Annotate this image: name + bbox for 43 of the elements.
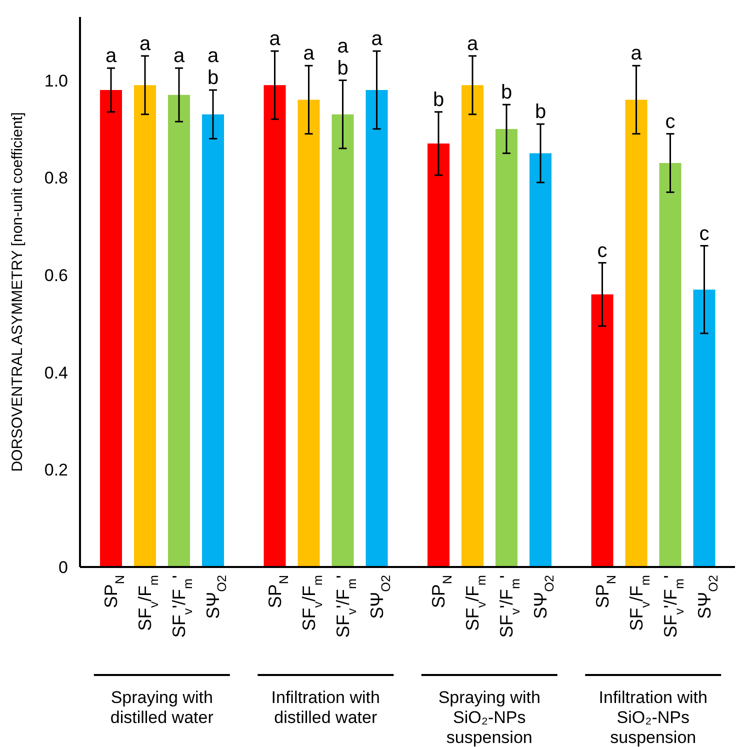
annotation: b xyxy=(534,101,546,124)
annotation: c xyxy=(699,222,710,245)
annotation: a b xyxy=(207,45,220,90)
annotation: a xyxy=(173,45,186,68)
annotation: a xyxy=(269,28,282,50)
annotation: a xyxy=(371,28,384,50)
annotation: b xyxy=(432,88,444,111)
annotation: a xyxy=(303,42,316,65)
x-tick-label: Infiltration with SiO₂-NPs suspension xyxy=(598,688,708,747)
annotation: b xyxy=(500,82,512,104)
annotation: a xyxy=(466,32,479,55)
bar xyxy=(202,114,224,567)
annotation: a xyxy=(630,42,643,65)
bar xyxy=(659,163,682,567)
y-tick-label: 0.6 xyxy=(44,266,68,285)
y-tick-label: 0.2 xyxy=(44,460,68,480)
bar xyxy=(496,128,518,567)
bar xyxy=(366,90,388,567)
bar xyxy=(264,85,286,567)
y-tick-label: 0.8 xyxy=(44,168,68,188)
y-tick-label: 0 xyxy=(58,558,68,577)
bar xyxy=(100,90,122,567)
bar xyxy=(625,100,648,567)
y-axis-title: DORSOVENTRAL ASYMMETRY [non-unit coefficient] xyxy=(9,112,26,472)
bar xyxy=(134,85,156,567)
bar xyxy=(298,100,320,567)
bar xyxy=(428,144,450,567)
x-tick-label: Infiltration with distilled water xyxy=(271,688,380,727)
bar xyxy=(693,290,716,567)
y-tick-label: 1.0 xyxy=(44,71,68,90)
bar xyxy=(591,294,614,567)
annotation: c xyxy=(665,110,676,133)
annotation: a xyxy=(139,32,152,55)
bar xyxy=(332,114,354,567)
x-tick-label: Spraying with distilled water xyxy=(110,688,214,727)
annotation: a xyxy=(105,45,118,68)
bar xyxy=(168,94,190,567)
annotation: c xyxy=(597,240,608,262)
annotation: ab xyxy=(337,35,350,80)
bar xyxy=(462,85,484,567)
y-tick-label: 0.4 xyxy=(44,363,68,382)
x-tick-label: Spraying with SiO₂-NPs suspension xyxy=(438,688,540,747)
bar xyxy=(530,153,552,567)
